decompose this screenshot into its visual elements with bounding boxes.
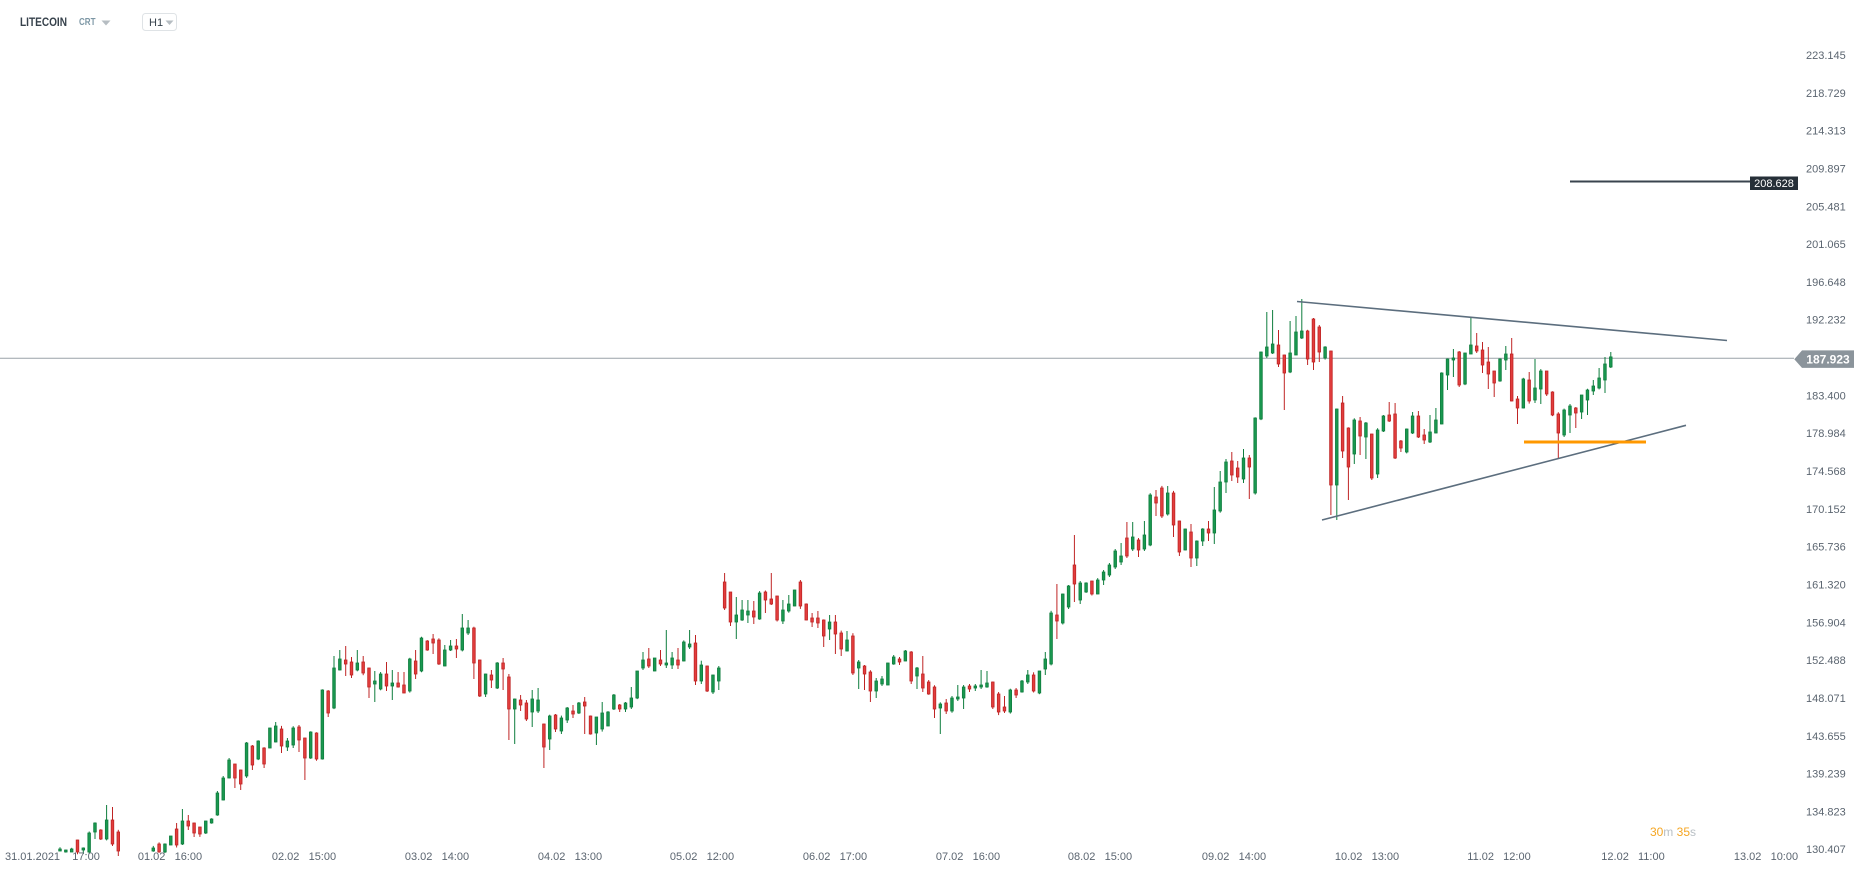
svg-text:156.904: 156.904 — [1806, 617, 1846, 629]
svg-text:07.02 16:00: 07.02 16:00 — [936, 851, 1000, 863]
svg-text:10.02 13:00: 10.02 13:00 — [1335, 851, 1399, 863]
svg-text:152.488: 152.488 — [1806, 655, 1846, 667]
svg-text:CRT: CRT — [79, 17, 96, 28]
svg-text:223.145: 223.145 — [1806, 50, 1846, 62]
svg-text:01.02 16:00: 01.02 16:00 — [138, 851, 202, 863]
svg-text:06.02 17:00: 06.02 17:00 — [803, 851, 867, 863]
svg-text:03.02 14:00: 03.02 14:00 — [405, 851, 469, 863]
svg-text:209.897: 209.897 — [1806, 164, 1846, 176]
svg-text:31.01.2021 17:00: 31.01.2021 17:00 — [5, 851, 100, 863]
svg-text:205.481: 205.481 — [1806, 201, 1846, 213]
svg-text:04.02 13:00: 04.02 13:00 — [538, 851, 602, 863]
svg-text:201.065: 201.065 — [1806, 239, 1846, 251]
svg-text:178.984: 178.984 — [1806, 428, 1846, 440]
svg-text:08.02 15:00: 08.02 15:00 — [1068, 851, 1132, 863]
svg-text:09.02 14:00: 09.02 14:00 — [1202, 851, 1266, 863]
svg-text:11.02 12:00: 11.02 12:00 — [1467, 851, 1530, 863]
svg-text:02.02 15:00: 02.02 15:00 — [272, 851, 336, 863]
svg-text:148.071: 148.071 — [1806, 693, 1846, 705]
svg-text:187.923: 187.923 — [1806, 352, 1850, 366]
svg-text:192.232: 192.232 — [1806, 315, 1846, 327]
svg-text:170.152: 170.152 — [1806, 504, 1846, 516]
svg-text:LITECOIN: LITECOIN — [20, 15, 67, 29]
svg-text:13.02 10:00: 13.02 10:00 — [1734, 851, 1798, 863]
svg-text:H1: H1 — [149, 17, 163, 29]
svg-text:165.736: 165.736 — [1806, 542, 1846, 554]
svg-text:30m 35s: 30m 35s — [1650, 825, 1696, 839]
svg-text:196.648: 196.648 — [1806, 277, 1846, 289]
svg-text:161.320: 161.320 — [1806, 580, 1846, 592]
svg-text:139.239: 139.239 — [1806, 769, 1846, 781]
svg-text:130.407: 130.407 — [1806, 844, 1846, 856]
svg-text:174.568: 174.568 — [1806, 466, 1846, 478]
svg-text:208.628: 208.628 — [1754, 178, 1794, 190]
svg-text:12.02 11:00: 12.02 11:00 — [1601, 851, 1664, 863]
svg-text:05.02 12:00: 05.02 12:00 — [670, 851, 734, 863]
svg-text:134.823: 134.823 — [1806, 806, 1846, 818]
svg-text:214.313: 214.313 — [1806, 126, 1846, 138]
svg-text:183.400: 183.400 — [1806, 390, 1846, 402]
svg-text:143.655: 143.655 — [1806, 731, 1846, 743]
svg-text:218.729: 218.729 — [1806, 88, 1846, 100]
